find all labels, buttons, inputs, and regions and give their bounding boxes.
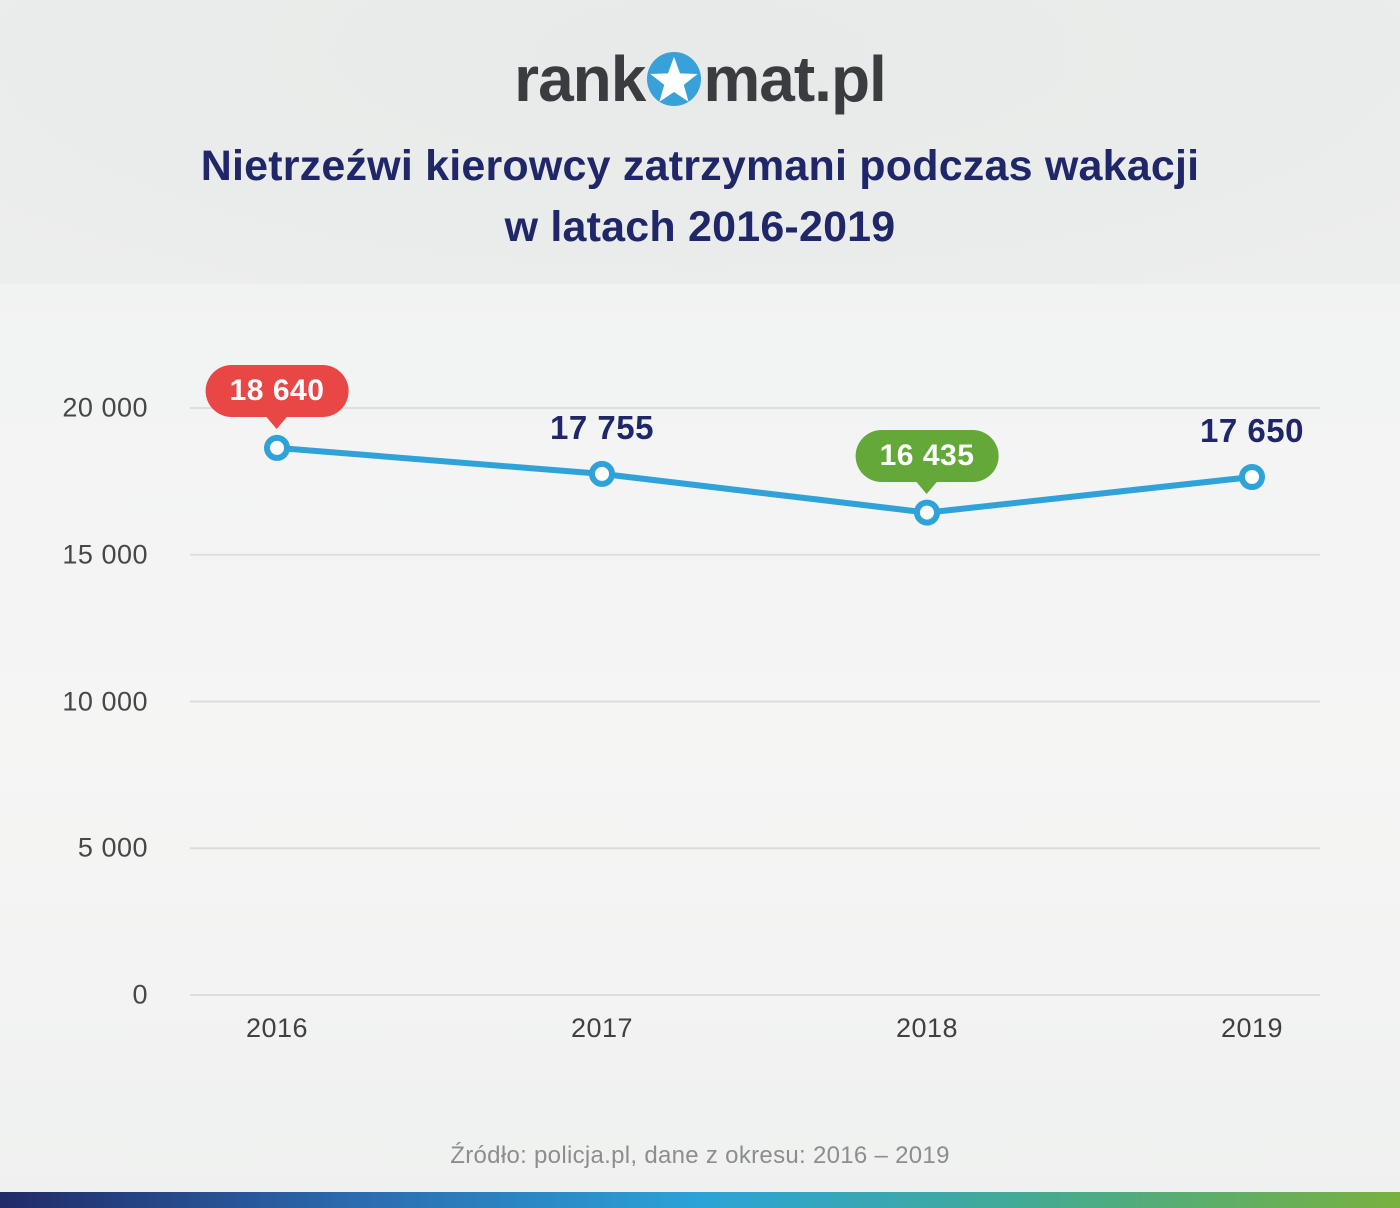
data-point — [589, 460, 615, 487]
source-caption: Źródło: policja.pl, dane z okresu: 2016 … — [450, 1142, 950, 1169]
page-title-line2: w latach 2016-2019 — [504, 203, 896, 251]
brand-gradient-bar — [0, 1192, 1400, 1208]
logo-text-left: rank — [514, 43, 646, 115]
logo-text-right: mat.pl — [703, 43, 886, 115]
page-title: Nietrzeźwi kierowcy zatrzymani podczas w… — [0, 136, 1400, 258]
header-band — [0, 0, 1400, 284]
star-icon — [647, 47, 702, 106]
rankomat-logo: rank mat.pl — [0, 42, 1400, 116]
page-title-line1: Nietrzeźwi kierowcy zatrzymani podczas w… — [200, 142, 1200, 190]
data-line — [274, 444, 1255, 516]
data-point — [914, 499, 940, 526]
data-point — [1239, 464, 1265, 490]
data-point — [264, 434, 290, 461]
